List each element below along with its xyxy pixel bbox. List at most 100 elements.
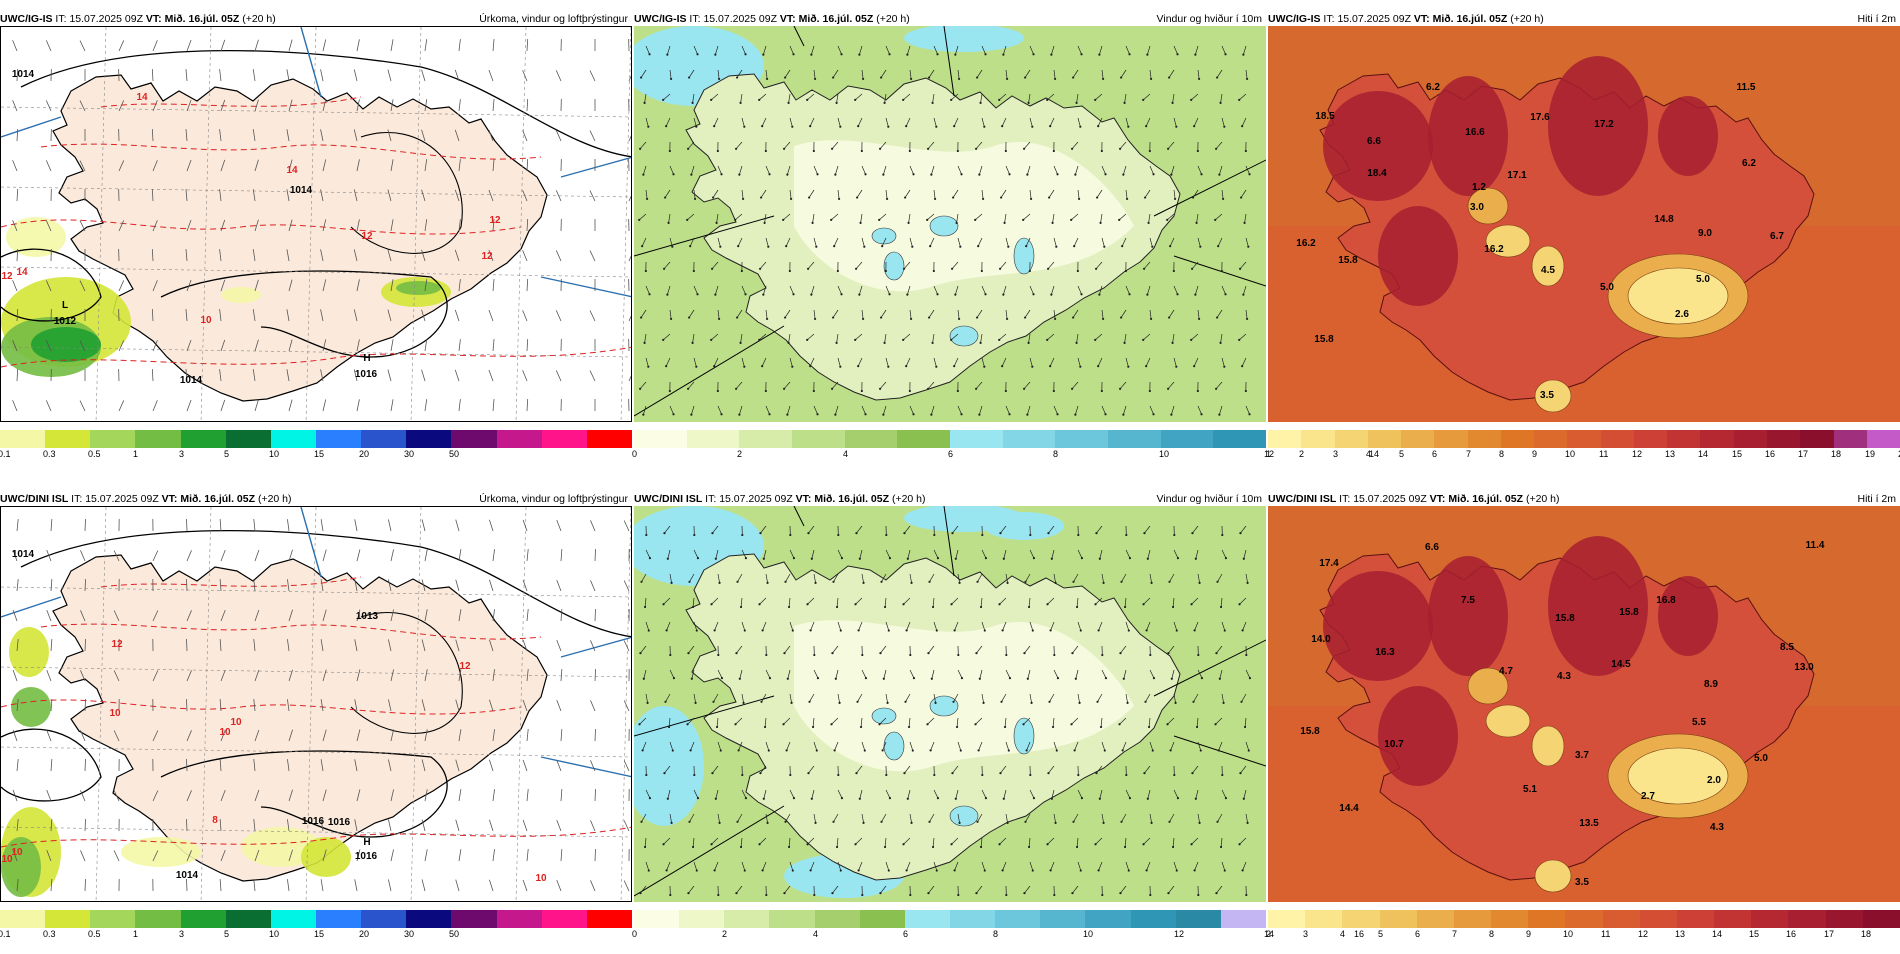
wind-arrow-head (1078, 702, 1080, 704)
wind-arrow-head (960, 749, 962, 751)
wind-arrow-head (1026, 414, 1028, 416)
wind-arrow-head (1024, 581, 1026, 583)
wind-arrow-head (1128, 629, 1130, 631)
wind-arrow-head (1142, 843, 1144, 845)
wind-arrow-head (807, 268, 809, 270)
wind-arrow-head (710, 99, 712, 101)
wind-arrow-head (1032, 293, 1034, 295)
precip-area (31, 327, 101, 362)
legend-swatch (587, 430, 632, 448)
wind-arrow-head (1149, 150, 1151, 152)
wind-arrow-head (745, 797, 747, 799)
legend-tick-label: 9 (1526, 929, 1531, 939)
wind-arrow-head (745, 557, 747, 559)
wind-arrow-head (928, 316, 930, 318)
wind-arrow-head (1126, 702, 1128, 704)
wind-arrow-head (879, 148, 881, 150)
wind-arrow-head (903, 772, 905, 774)
wind-arrow-head (1194, 294, 1196, 296)
valid-time: Mið. 16.júl. 05Z (1433, 13, 1508, 25)
wind-arrow-head (695, 366, 697, 368)
wind-arrow-head (1190, 339, 1192, 341)
wind-arrow-head (999, 268, 1001, 270)
precip-area (1, 837, 41, 897)
wind-arrow-head (1240, 701, 1242, 703)
legend-swatch (1268, 430, 1301, 448)
wind-arrow-head (671, 246, 673, 248)
wind-arrow-head (648, 293, 650, 295)
wind-arrow-head (933, 774, 935, 776)
wind-arrow-head (1097, 125, 1099, 127)
wind-arrow-head (1098, 629, 1100, 631)
wind-arrow-head (854, 603, 856, 605)
wind-arrow-head (642, 174, 644, 176)
wind-arrow-head (1075, 342, 1077, 344)
wind-arrow-head (789, 534, 791, 536)
wind-arrow-head (642, 414, 644, 416)
map-value-label: H (363, 353, 370, 364)
wind-arrow-head (790, 702, 792, 704)
wind-arrow-head (957, 390, 959, 392)
wind-arrow-head (1073, 245, 1075, 247)
wind-arrow-head (1221, 534, 1223, 536)
wind-arrow-head (714, 294, 716, 296)
legend-tick-label: 17 (1798, 449, 1808, 459)
wind-arrow-head (906, 294, 908, 296)
init-time-label: IT: (1323, 13, 1334, 25)
wind-arrow-head (714, 629, 716, 631)
wind-arrow-head (958, 318, 960, 320)
wind-arrow-head (861, 150, 863, 152)
wind-arrow-head (686, 219, 688, 221)
wind-arrow-head (646, 198, 648, 200)
wind-arrow-head (742, 702, 744, 704)
map-svg (634, 506, 1266, 902)
legend-swatch (792, 430, 845, 448)
wind-arrow-head (814, 78, 816, 80)
wind-arrow-head (927, 388, 929, 390)
wind-arrow-head (904, 701, 906, 703)
wind-arrow-head (978, 414, 980, 416)
legend-swatch (1863, 910, 1900, 928)
wind-arrow-head (670, 318, 672, 320)
map-value-label: 16.3 (1375, 647, 1395, 658)
wind-arrow-head (784, 821, 786, 823)
wind-barb (186, 519, 187, 531)
wind-arrow-head (1150, 582, 1152, 584)
legend-tick-label: 2 (737, 449, 742, 459)
wind-arrow-head (976, 76, 978, 78)
map-value-label: H (363, 837, 370, 848)
wind-arrow-head (974, 219, 976, 221)
legend-tick-label: 8 (1499, 449, 1504, 459)
wind-arrow-head (975, 148, 977, 150)
wind-arrow-head (715, 798, 717, 800)
wind-arrow-head (691, 342, 693, 344)
map-value-label: 1016 (355, 369, 378, 380)
wind-arrow-head (666, 629, 668, 631)
legend-swatch (271, 910, 316, 928)
wind-arrow-head (694, 702, 696, 704)
map-value-label: 17.4 (1319, 558, 1339, 569)
wind-arrow-head (1031, 366, 1033, 368)
wind-arrow-head (1214, 219, 1216, 221)
wind-arrow-head (1104, 173, 1106, 175)
legend-swatch (361, 430, 406, 448)
wind-arrow-head (696, 53, 698, 55)
wind-arrow-head (786, 174, 788, 176)
wind-arrow-head (1104, 749, 1106, 751)
map-value-label: 16.2 (1484, 244, 1504, 255)
wind-arrow-head (1077, 774, 1079, 776)
wind-arrow-head (663, 532, 665, 534)
wind-arrow-head (1170, 414, 1172, 416)
wind-arrow-head (1150, 78, 1152, 80)
wind-arrow-head (692, 846, 694, 848)
legend-tick-label: 15 (314, 929, 324, 939)
wind-arrow-head (1123, 678, 1125, 680)
map-value-label: 14.0 (1311, 634, 1331, 645)
wind-arrow-head (1025, 245, 1027, 247)
wind-barb (186, 579, 187, 591)
wind-arrow-head (808, 196, 810, 198)
wind-arrow-head (902, 339, 904, 341)
wind-arrow-head (985, 797, 987, 799)
